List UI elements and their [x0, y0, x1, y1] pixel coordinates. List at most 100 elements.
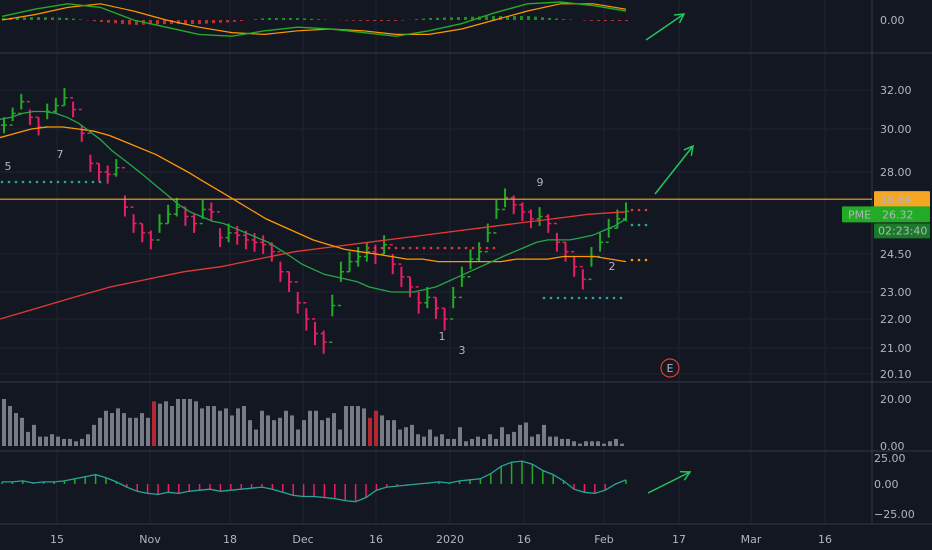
volume-bar: [446, 438, 450, 446]
oscillator-top-histogram-bar: [212, 20, 215, 24]
volume-bar: [428, 429, 432, 446]
volume-bar: [590, 441, 594, 446]
volume-bar: [548, 436, 552, 446]
oscillator-top-histogram-bar: [2, 18, 5, 20]
time-tick-label: Nov: [139, 533, 161, 546]
volume-bar: [482, 438, 486, 446]
projection-dots: [630, 258, 634, 262]
oscillator-top-histogram-bar: [191, 20, 194, 24]
oscillator-top-histogram-bar: [625, 20, 628, 21]
volume-bar: [116, 408, 120, 446]
volume-bar: [368, 417, 372, 446]
oscillator-top-histogram-bar: [492, 16, 495, 20]
oscillator-top-histogram-bar: [30, 17, 33, 20]
oscillator-top-histogram-bar: [254, 19, 257, 20]
resistance-dots: [485, 246, 489, 250]
volume-tick-label: 0.00: [880, 440, 905, 453]
oscillator-top-panel[interactable]: [1, 1, 628, 37]
oscillator-top-histogram-bar: [79, 19, 82, 20]
oscillator-top-histogram-bar: [352, 20, 355, 21]
volume-bar: [404, 427, 408, 446]
volume-bar: [242, 406, 246, 446]
oscillator-bottom-tick-label: 25.00: [874, 452, 906, 465]
volume-bar: [158, 403, 162, 446]
support-dots: [21, 180, 25, 184]
volume-bar: [98, 417, 102, 446]
price-tick-label: 23.00: [880, 286, 912, 299]
support-dots: [91, 180, 95, 184]
volume-bar: [212, 406, 216, 446]
oscillator-top-histogram-bar: [261, 18, 264, 20]
volume-bar: [122, 413, 126, 446]
oscillator-top-histogram-bar: [121, 20, 124, 24]
oscillator-top-histogram-bar: [366, 20, 369, 21]
oscillator-top-histogram-bar: [317, 19, 320, 20]
support-dots: [77, 180, 81, 184]
volume-bar: [608, 441, 612, 446]
volume-bar: [74, 441, 78, 446]
price-tick-label: 28.00: [880, 166, 912, 179]
volume-bar: [266, 415, 270, 446]
oscillator-top-histogram-bar: [268, 18, 271, 20]
volume-bar: [146, 417, 150, 446]
annotations: [645, 13, 694, 494]
time-tick-label: 16: [369, 533, 383, 546]
support-dots: [605, 296, 609, 300]
volume-bar: [224, 408, 228, 446]
oscillator-top-histogram-bar: [464, 16, 467, 20]
volume-bar: [188, 399, 192, 446]
volume-bar: [80, 438, 84, 446]
volume-bar: [194, 401, 198, 446]
oscillator-top-histogram-bar: [170, 20, 173, 24]
volume-bar: [620, 443, 624, 446]
oscillator-top-histogram-bar: [226, 20, 229, 23]
volume-bar: [62, 438, 66, 446]
volume-bar: [8, 406, 12, 446]
oscillator-top-histogram-bar: [296, 18, 299, 20]
support-dots: [35, 180, 39, 184]
volume-bar: [416, 434, 420, 446]
price-axis[interactable]: 32.00 30.00 28.00 24.50 23.00 22.00 21.00 20.10…: [874, 14, 915, 521]
time-tick-label: Feb: [594, 533, 613, 546]
oscillator-top-histogram-bar: [135, 20, 138, 25]
oscillator-top-histogram-bar: [282, 18, 285, 20]
oscillator-top-histogram-bar: [359, 20, 362, 21]
projection-dots: [644, 258, 648, 262]
resistance-dots: [464, 246, 468, 250]
oscillator-top-histogram-bar: [107, 20, 110, 23]
volume-bar: [392, 420, 396, 446]
oscillator-top-histogram-bar: [429, 17, 432, 20]
sma-short-line: [0, 110, 627, 293]
volume-bar: [230, 415, 234, 446]
support-dots: [619, 296, 623, 300]
volume-bar: [164, 401, 168, 446]
volume-bar: [38, 436, 42, 446]
support-dots: [612, 296, 616, 300]
oscillator-top-histogram-bar: [618, 20, 621, 21]
oscillator-top-histogram-bar: [380, 20, 383, 21]
volume-bar: [332, 413, 336, 446]
oscillator-top-histogram-bar: [541, 17, 544, 20]
sequence-marker: 5: [5, 160, 12, 173]
time-tick-label: 17: [672, 533, 686, 546]
resistance-dots: [380, 246, 384, 250]
oscillator-top-histogram-bar: [604, 20, 607, 21]
volume-bar: [314, 410, 318, 446]
oscillator-bottom-panel[interactable]: [1, 460, 627, 503]
volume-bar: [476, 436, 480, 446]
volume-bar: [578, 443, 582, 446]
resistance-dots: [492, 246, 496, 250]
earnings-circle[interactable]: [660, 358, 680, 378]
time-axis[interactable]: 15 Nov 18 Dec 16 2020 16 Feb 17 Mar 16: [50, 533, 832, 546]
oscillator-top-histogram-bar: [275, 18, 278, 20]
volume-bar: [110, 413, 114, 446]
volume-panel[interactable]: [2, 399, 624, 446]
volume-bar: [488, 434, 492, 446]
earnings-badge[interactable]: E: [660, 358, 680, 378]
support-dots: [549, 296, 553, 300]
resistance-dots: [415, 246, 419, 250]
resistance-price-label: 26.84: [880, 193, 912, 206]
price-panel[interactable]: 5 7 9 1 2 3: [0, 88, 872, 357]
arrow-up-price: [654, 145, 694, 195]
